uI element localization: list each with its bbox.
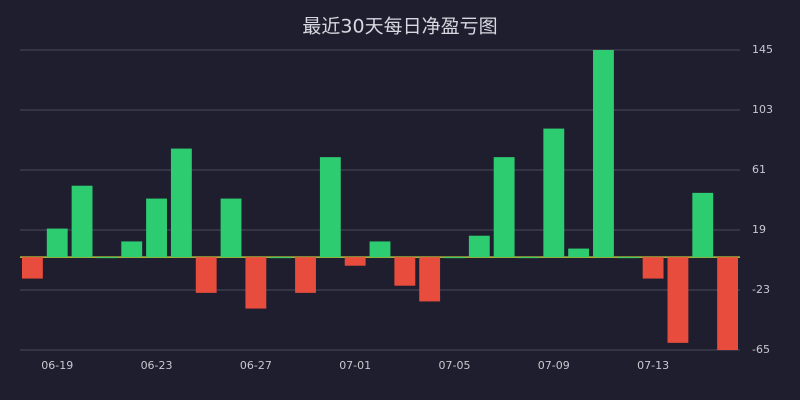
bar (270, 257, 292, 259)
bar (369, 241, 391, 258)
bar (21, 257, 43, 279)
bar (493, 157, 515, 258)
bar (543, 128, 565, 258)
y-tick-label: 61 (752, 163, 766, 176)
bar (245, 257, 267, 309)
bar (295, 257, 316, 293)
bar (444, 257, 465, 259)
x-tick-label: 07-01 (339, 359, 371, 372)
bar (642, 257, 664, 279)
bar (170, 148, 192, 258)
bar (717, 257, 739, 350)
bar (468, 235, 490, 258)
x-tick-label: 07-05 (438, 359, 470, 372)
x-tick-label: 07-09 (538, 359, 570, 372)
x-tick-label: 06-27 (240, 359, 272, 372)
x-tick-label: 06-19 (41, 359, 73, 372)
bar (46, 228, 68, 258)
bar (319, 157, 341, 258)
y-tick-label: 145 (752, 43, 773, 56)
bar (121, 241, 143, 258)
y-tick-label: 103 (752, 103, 773, 116)
chart-title: 最近30天每日净盈亏图 (302, 16, 497, 38)
bar (195, 257, 217, 293)
y-tick-label: 19 (752, 223, 766, 236)
bar (96, 257, 118, 259)
x-tick-label: 06-23 (141, 359, 173, 372)
bar (568, 248, 590, 258)
bar (593, 50, 614, 258)
bar (692, 192, 714, 258)
bar (518, 257, 540, 259)
bar (617, 257, 639, 259)
y-tick-label: -65 (752, 343, 770, 356)
bar (220, 198, 242, 258)
x-tick-label: 07-13 (637, 359, 669, 372)
y-tick-label: -23 (752, 283, 770, 296)
bar (419, 257, 441, 302)
bar (344, 257, 366, 266)
bar (394, 257, 416, 286)
bar (146, 198, 167, 258)
bar (667, 257, 689, 343)
bar (71, 185, 93, 258)
